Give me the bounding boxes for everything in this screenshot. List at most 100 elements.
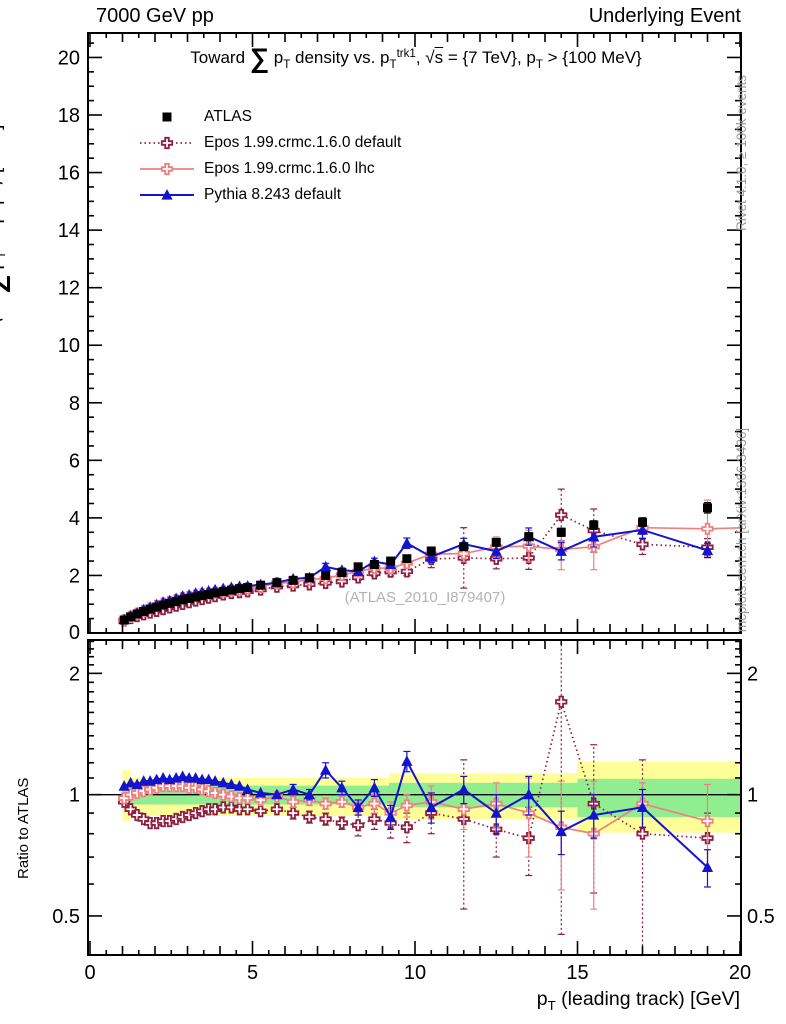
data-point-cross	[254, 793, 267, 807]
data-point-triangle	[336, 781, 348, 793]
tick-label: 5	[247, 962, 258, 984]
data-point-cross	[303, 810, 316, 824]
data-point-triangle	[177, 770, 189, 781]
tick-label: 14	[58, 220, 80, 242]
data-point-square	[145, 604, 155, 614]
data-point-square	[703, 503, 712, 513]
data-point-cross	[189, 781, 202, 794]
data-point-triangle	[320, 560, 332, 572]
tick-label: 2	[69, 565, 80, 587]
data-point-square	[426, 546, 436, 556]
legend-label: ATLAS	[204, 108, 252, 125]
data-point-cross	[335, 816, 348, 830]
data-band-green	[577, 778, 740, 818]
legend: ATLAS Epos 1.99.crmc.1.6.0 default Epos 1.…	[138, 106, 401, 206]
data-point-cross	[368, 812, 381, 826]
data-point-cross	[636, 827, 649, 840]
mcplots-arxiv-note: mcplots.cern.ch [arXiv:1306.3436]	[734, 427, 749, 632]
data-point-square	[235, 584, 244, 594]
data-point-triangle	[401, 537, 413, 548]
data-point-square	[178, 595, 188, 605]
y-axis-title: #⟨d2 ∑ pT /dηdφ#⟩ [GeV]	[0, 124, 10, 335]
data-point-square	[337, 568, 347, 578]
data-point-triangle	[352, 801, 364, 812]
atlas-legend-marker-icon	[162, 112, 172, 122]
tick-label: 2	[69, 663, 80, 685]
tick-label: 12	[58, 278, 80, 300]
x-axis-title: pT (leading track) [GeV]	[536, 988, 740, 1013]
data-point-triangle	[118, 780, 130, 791]
data-point-cross	[225, 801, 238, 814]
data-point-triangle	[555, 825, 567, 837]
data-point-triangle	[490, 545, 502, 556]
data-point-cross	[555, 695, 568, 708]
data-point-triangle	[425, 801, 437, 812]
data-point-cross	[352, 819, 365, 832]
data-point-triangle	[242, 783, 254, 795]
tick-label: 16	[58, 163, 80, 185]
data-point-square	[139, 606, 149, 616]
data-point-cross	[176, 780, 189, 793]
data-point-cross	[400, 565, 413, 578]
data-point-cross	[217, 801, 230, 814]
data-point-square	[353, 562, 363, 572]
legend-label: Epos 1.99.crmc.1.6.0 lhc	[204, 160, 375, 177]
data-point-cross	[400, 821, 413, 834]
data-point-square	[272, 578, 282, 588]
data-point-square	[288, 575, 298, 585]
data-point-cross	[196, 783, 209, 796]
data-point-triangle	[161, 189, 173, 200]
data-point-triangle	[588, 530, 600, 542]
data-point-square	[556, 527, 566, 537]
data-point-triangle	[701, 544, 714, 556]
tick-label: 1	[747, 785, 758, 807]
pythia-legend-marker-icon	[140, 189, 194, 200]
data-point-square	[386, 556, 396, 566]
data-point-cross	[233, 803, 246, 816]
data-point-triangle	[701, 861, 714, 872]
data-point-triangle	[190, 771, 202, 783]
data-point-cross	[555, 508, 568, 522]
data-point-triangle	[131, 778, 143, 790]
legend-item-epos-lhc: Epos 1.99.crmc.1.6.0 lhc	[138, 158, 401, 180]
data-point-square	[126, 612, 136, 622]
data-point-triangle	[458, 783, 470, 795]
legend-label: Epos 1.99.crmc.1.6.0 default	[204, 134, 402, 151]
data-point-triangle	[209, 775, 221, 786]
data-point-cross	[319, 797, 332, 810]
data-point-cross	[202, 785, 215, 798]
analysis-group-label: Underlying Event	[588, 5, 741, 27]
data-point-triangle	[255, 786, 267, 798]
series-pythia-ratio	[118, 750, 714, 888]
data-point-square	[226, 585, 236, 595]
data-point-cross	[217, 788, 230, 801]
data-point-square	[459, 542, 469, 552]
data-point-square	[162, 112, 172, 122]
legend-item-pythia: Pythia 8.243 default	[138, 184, 401, 206]
tick-label: 0.5	[747, 906, 775, 928]
epos-default-legend-marker-icon	[140, 136, 194, 150]
data-point-cross	[368, 797, 381, 810]
tick-label: 18	[58, 105, 80, 127]
tick-label: 0	[69, 622, 80, 644]
data-point-triangle	[425, 550, 437, 562]
data-point-cross	[209, 786, 222, 800]
analysis-id-watermark: (ATLAS_2010_I879407)	[344, 589, 506, 606]
data-point-cross	[270, 803, 283, 816]
series-pythia-main	[118, 520, 714, 625]
data-point-square	[197, 591, 207, 601]
data-point-cross	[225, 790, 238, 803]
data-point-triangle	[225, 778, 237, 790]
data-point-cross	[233, 792, 246, 805]
data-point-square	[321, 570, 331, 580]
data-point-triangle	[636, 523, 649, 535]
tick-label: 20	[729, 962, 751, 984]
data-point-cross	[241, 792, 254, 805]
data-point-cross	[160, 136, 174, 150]
data-point-square	[184, 593, 194, 603]
series-line	[123, 526, 741, 622]
data-point-cross	[287, 795, 300, 808]
tick-label: 2	[747, 663, 758, 685]
data-point-cross	[335, 795, 348, 808]
